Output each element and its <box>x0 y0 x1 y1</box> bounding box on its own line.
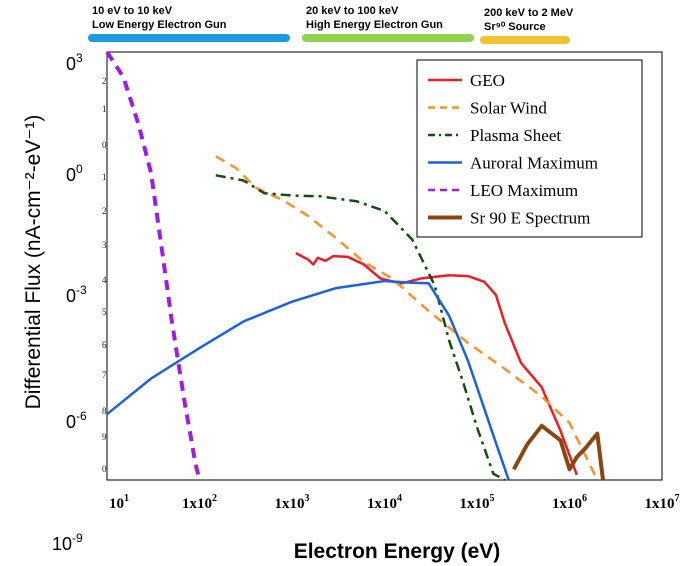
y-minor-label: 4 <box>102 275 107 285</box>
legend-item: GEO <box>428 71 505 90</box>
energy-range-source: 200 keV to 2 MeV Sr⁹⁰ Source <box>480 7 574 44</box>
legend-label: Solar Wind <box>470 99 547 118</box>
legend-item: Solar Wind <box>428 99 547 118</box>
y-minor-label: 2 <box>102 206 107 216</box>
x-tick-label: 1x103 <box>275 493 310 512</box>
legend-box <box>416 59 643 238</box>
legend-label: Auroral Maximum <box>470 154 598 173</box>
series-line-auroral-maximum <box>106 279 510 481</box>
energy-range-low-bar <box>88 34 290 42</box>
legend-label: GEO <box>470 71 505 90</box>
y-minor-label: 0 <box>102 140 107 150</box>
energy-range-high: 20 keV to 100 keV High Energy Electron G… <box>302 5 474 42</box>
energy-range-high-line1: 20 keV to 100 keV <box>306 5 399 17</box>
legend-item: Sr 90 E Spectrum <box>428 209 590 228</box>
x-axis-tick-labels: 101 1x102 1x103 1x104 1x105 1x106 1x107 <box>109 493 680 512</box>
legend-items: GEO Solar Wind Plasma Sheet Auroral Maximum… <box>428 71 598 228</box>
y-label-3: 03 <box>66 51 83 74</box>
energy-range-source-line1: 200 keV to 2 MeV <box>484 7 574 19</box>
x-tick-label: 101 <box>109 493 129 512</box>
y-minor-label: 7 <box>102 370 107 380</box>
x-axis-title: Electron Energy (eV) <box>294 540 501 563</box>
y-label-neg3: 0-3 <box>66 283 87 306</box>
series-line-geo <box>295 251 578 476</box>
x-tick-label: 1x105 <box>460 493 495 512</box>
y-minor-label: 1 <box>102 104 107 114</box>
y-minor-label: 6 <box>102 340 107 350</box>
y-minor-label: 0 <box>102 464 107 474</box>
energy-range-high-bar <box>302 34 474 42</box>
x-tick-label: 1x102 <box>182 493 217 512</box>
y-label-neg9: 10-9 <box>52 531 83 554</box>
x-tick-label: 1x104 <box>367 493 402 512</box>
energy-range-source-bar <box>480 36 570 44</box>
legend-item: Auroral Maximum <box>428 154 598 173</box>
y-minor-label: 5 <box>102 307 107 317</box>
legend-item: Plasma Sheet <box>428 126 561 145</box>
x-tick-label: 1x107 <box>645 493 680 512</box>
series-line-leo-maximum <box>105 50 202 481</box>
legend-label: LEO Maximum <box>470 181 578 200</box>
legend-label: Sr 90 E Spectrum <box>470 209 590 228</box>
energy-range-high-line2: High Energy Electron Gun <box>306 19 443 31</box>
x-tick-label: 1x106 <box>552 493 587 512</box>
energy-range-low: 10 eV to 10 keV Low Energy Electron Gun <box>88 5 290 42</box>
y-axis-major-labels: 03 00 0-3 0-6 10-9 <box>52 51 87 554</box>
y-minor-label: 2 <box>102 76 107 86</box>
y-axis-title: Differential Flux (nA-cm⁻²-eV⁻¹) <box>22 115 45 410</box>
y-axis-minor-labels: 2 1 0 1 2 3 4 5 6 7 8 9 0 <box>102 76 107 474</box>
legend-label: Plasma Sheet <box>470 126 561 145</box>
y-label-0: 00 <box>66 162 83 185</box>
energy-range-source-line2: Sr⁹⁰ Source <box>484 21 546 33</box>
energy-range-low-line2: Low Energy Electron Gun <box>92 19 227 31</box>
y-minor-label: 1 <box>102 172 107 182</box>
y-label-neg6: 0-6 <box>66 409 87 432</box>
series-layer <box>105 50 605 482</box>
energy-range-low-line1: 10 eV to 10 keV <box>92 5 173 17</box>
y-minor-label: 3 <box>102 240 107 250</box>
y-minor-label: 8 <box>102 406 107 416</box>
y-minor-label: 9 <box>102 432 107 442</box>
legend: GEO Solar Wind Plasma Sheet Auroral Maximum… <box>416 59 643 238</box>
series-line-sr-90-e-spectrum <box>512 423 605 481</box>
legend-item: LEO Maximum <box>428 181 578 200</box>
